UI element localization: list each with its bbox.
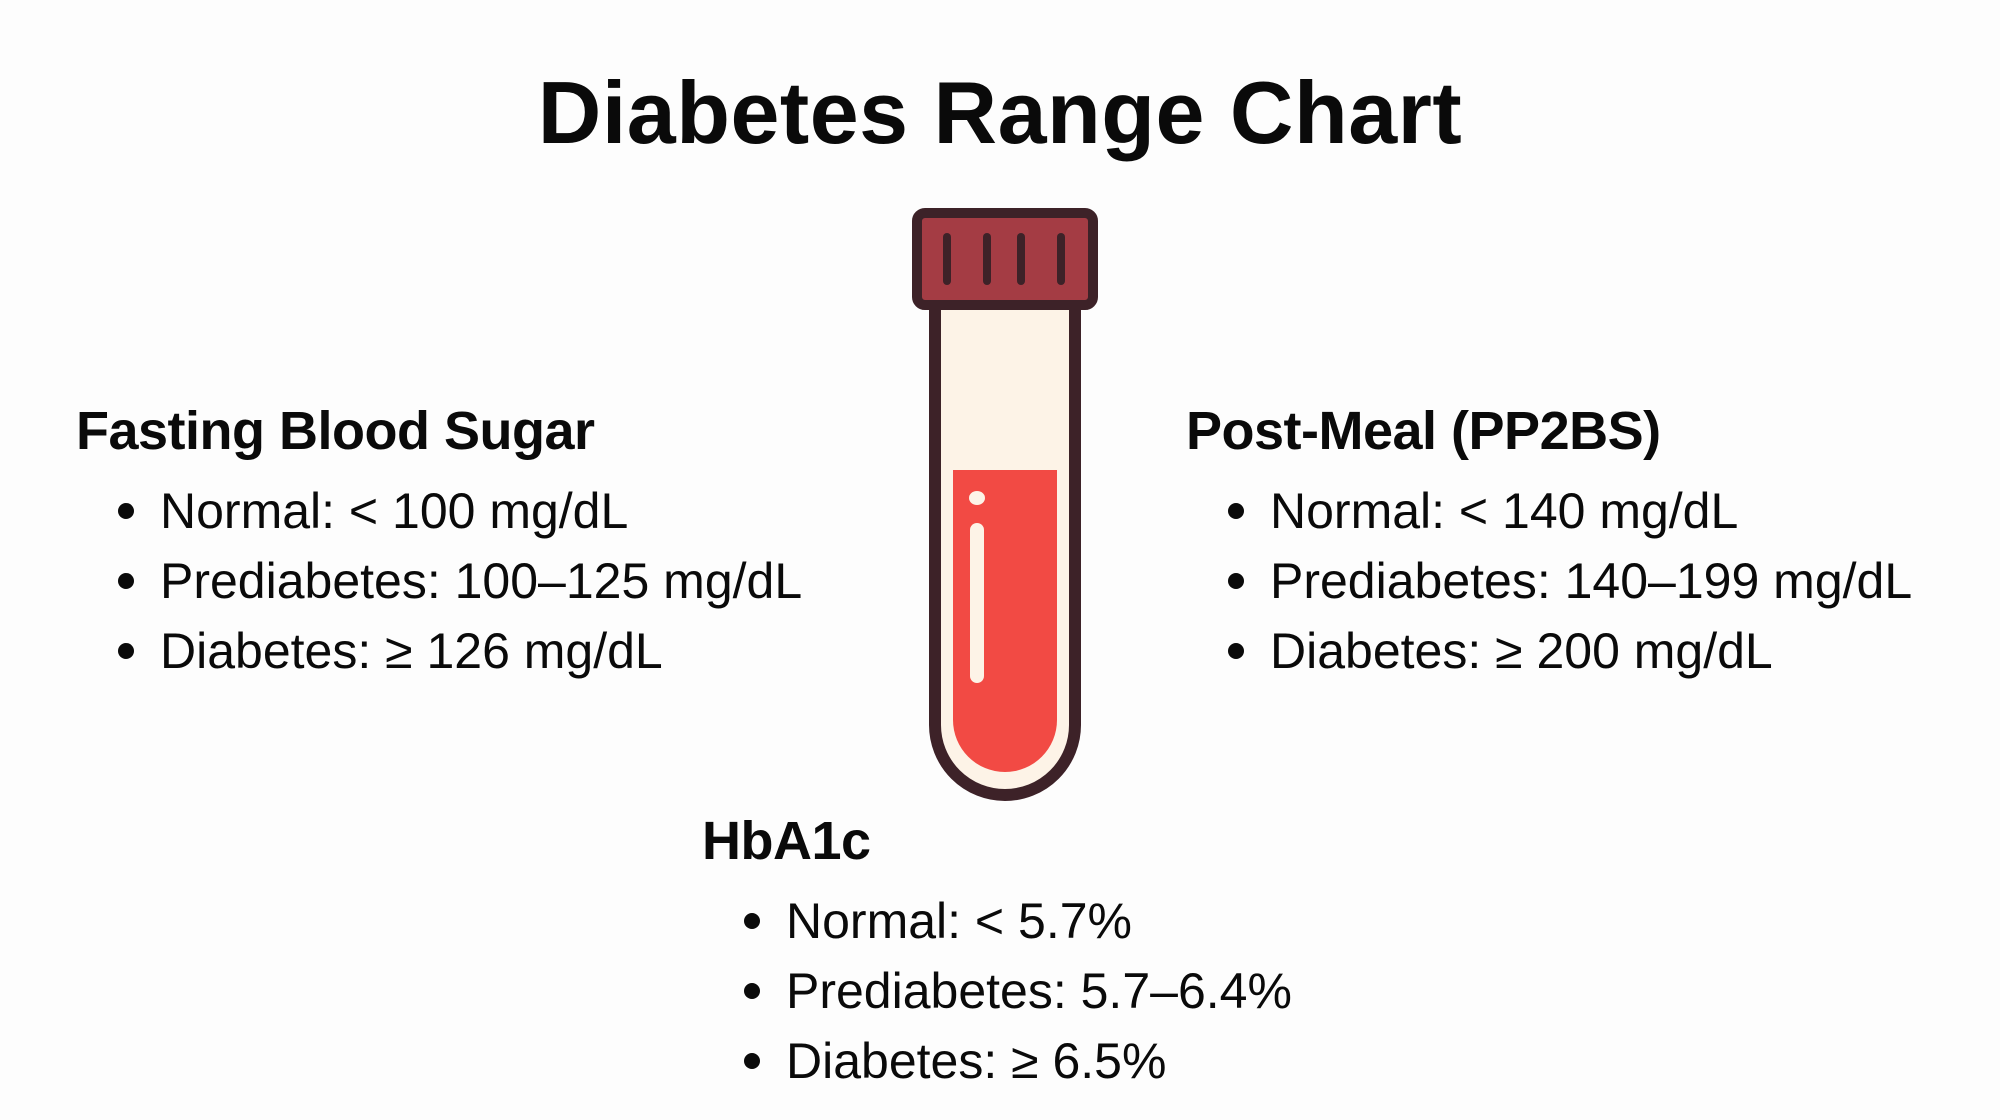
fasting-blood-sugar-section: Fasting Blood Sugar Normal: < 100 mg/dL … bbox=[76, 400, 802, 686]
bullet-icon bbox=[118, 643, 134, 659]
bullet-icon bbox=[1228, 503, 1244, 519]
hba1c-section: HbA1c Normal: < 5.7% Prediabetes: 5.7–6.… bbox=[702, 810, 1292, 1096]
range-list: Normal: < 100 mg/dL Prediabetes: 100–125… bbox=[118, 476, 802, 686]
bullet-icon bbox=[118, 503, 134, 519]
bullet-icon bbox=[744, 1053, 760, 1069]
blood-test-tube-icon bbox=[912, 208, 1098, 801]
range-list: Normal: < 140 mg/dL Prediabetes: 140–199… bbox=[1228, 476, 1912, 686]
bullet-icon bbox=[744, 983, 760, 999]
list-item: Normal: < 100 mg/dL bbox=[118, 476, 802, 546]
list-item: Prediabetes: 140–199 mg/dL bbox=[1228, 546, 1912, 616]
section-heading: HbA1c bbox=[702, 811, 871, 871]
list-item: Normal: < 5.7% bbox=[744, 886, 1292, 956]
range-diabetes: Diabetes: ≥ 200 mg/dL bbox=[1270, 623, 1773, 679]
range-normal: Normal: < 5.7% bbox=[786, 893, 1132, 949]
range-diabetes: Diabetes: ≥ 6.5% bbox=[786, 1033, 1167, 1089]
bullet-icon bbox=[744, 913, 760, 929]
range-list: Normal: < 5.7% Prediabetes: 5.7–6.4% Dia… bbox=[744, 886, 1292, 1096]
section-heading: Fasting Blood Sugar bbox=[76, 401, 595, 461]
range-normal: Normal: < 100 mg/dL bbox=[160, 483, 629, 539]
list-item: Prediabetes: 100–125 mg/dL bbox=[118, 546, 802, 616]
section-heading: Post-Meal (PP2BS) bbox=[1186, 401, 1661, 461]
range-normal: Normal: < 140 mg/dL bbox=[1270, 483, 1739, 539]
bullet-icon bbox=[118, 573, 134, 589]
list-item: Diabetes: ≥ 126 mg/dL bbox=[118, 616, 802, 686]
range-prediabetes: Prediabetes: 5.7–6.4% bbox=[786, 963, 1292, 1019]
range-prediabetes: Prediabetes: 140–199 mg/dL bbox=[1270, 553, 1913, 609]
bullet-icon bbox=[1228, 643, 1244, 659]
range-prediabetes: Prediabetes: 100–125 mg/dL bbox=[160, 553, 803, 609]
list-item: Diabetes: ≥ 6.5% bbox=[744, 1026, 1292, 1096]
list-item: Diabetes: ≥ 200 mg/dL bbox=[1228, 616, 1912, 686]
page-title: Diabetes Range Chart bbox=[537, 63, 1463, 162]
range-diabetes: Diabetes: ≥ 126 mg/dL bbox=[160, 623, 663, 679]
post-meal-section: Post-Meal (PP2BS) Normal: < 140 mg/dL Pr… bbox=[1186, 400, 1912, 686]
list-item: Prediabetes: 5.7–6.4% bbox=[744, 956, 1292, 1026]
bullet-icon bbox=[1228, 573, 1244, 589]
list-item: Normal: < 140 mg/dL bbox=[1228, 476, 1912, 546]
